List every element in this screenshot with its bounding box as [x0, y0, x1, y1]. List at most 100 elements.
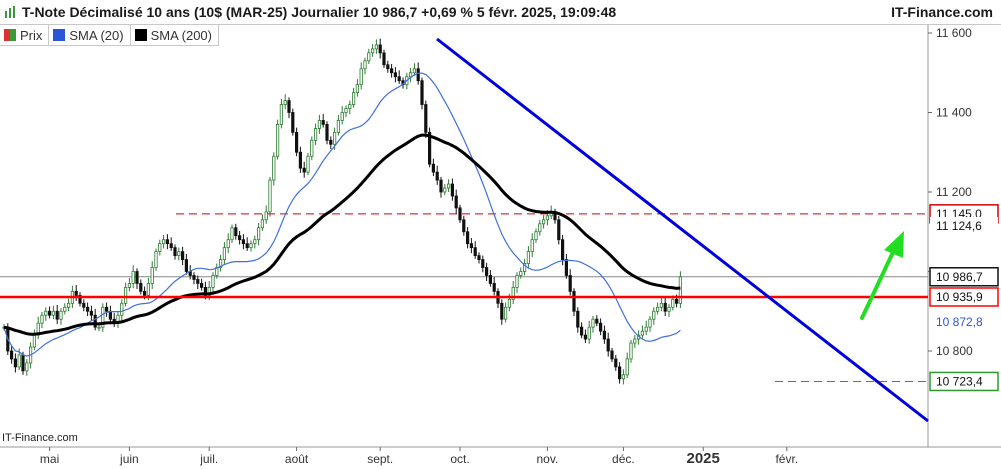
price-tag-last-price: 10 986,7 [929, 267, 999, 287]
arrow-shaft-icon [860, 246, 897, 320]
candle-body [105, 306, 109, 312]
candle-body [51, 310, 56, 316]
sma20-swatch-icon [53, 29, 66, 41]
y-tick-label: 10 800 [936, 344, 973, 358]
candle-body [580, 326, 584, 336]
candle-body [44, 310, 48, 316]
candle-body [378, 44, 382, 54]
candle-body [446, 183, 451, 189]
candle-body [317, 120, 322, 129]
candle-body [336, 120, 341, 133]
candle-body [40, 314, 44, 324]
candle-body [500, 302, 504, 320]
sma200-swatch-icon [134, 29, 147, 41]
candle-body [542, 219, 546, 225]
candle-body [439, 179, 443, 193]
x-tick-label: févr. [775, 452, 798, 466]
candle-body [344, 108, 348, 113]
candle-body [557, 219, 561, 241]
x-tick-label: oct. [450, 452, 469, 466]
x-tick-label: sept. [367, 452, 393, 466]
candle-body [481, 259, 485, 268]
candle-body [370, 48, 375, 54]
arrow-head-icon [884, 231, 904, 258]
candle-body [249, 243, 253, 249]
candle-body [142, 290, 147, 296]
candle-body [431, 163, 436, 173]
candle-body [507, 298, 512, 308]
candle-body [367, 52, 371, 62]
candle-body [340, 112, 344, 121]
candle-body [268, 179, 272, 213]
candle-body [678, 276, 683, 304]
candle-body [192, 275, 196, 280]
candle-body [196, 279, 200, 284]
candle-body [412, 68, 417, 74]
candle-body [606, 338, 610, 352]
candle-body [234, 227, 238, 237]
candle-body [648, 318, 652, 328]
brand-name: IT-Finance.com [891, 4, 993, 20]
candle-body [256, 227, 261, 241]
candle-body [78, 294, 82, 304]
price-tag-solid-red: 10 935,9 [929, 287, 999, 307]
candle-body [561, 239, 565, 260]
candle-body [397, 76, 401, 82]
legend-item-prix[interactable]: Prix [0, 25, 50, 45]
candle-body [652, 310, 656, 320]
y-tick-label: 11 400 [936, 106, 972, 120]
candle-body [389, 68, 394, 74]
candle-body [534, 231, 538, 241]
candle-body [329, 139, 333, 145]
candle-body [89, 310, 93, 316]
candle-body [82, 302, 86, 308]
candle-body [272, 155, 276, 181]
sma20-line [3, 72, 681, 357]
x-tick-label: nov. [537, 452, 559, 466]
legend-item-sma200[interactable]: SMA (200) [131, 25, 218, 45]
candle-body [108, 310, 112, 320]
candle-body [545, 215, 550, 221]
candle-body [386, 64, 390, 70]
candle-body [484, 267, 489, 276]
candle-body [492, 283, 496, 292]
candle-body [173, 247, 177, 256]
chart-title: T-Note Décimalisé 10 ans (10$ (MAR-25) J… [22, 4, 617, 20]
candle-body [602, 330, 607, 340]
candle-body [599, 322, 603, 332]
candle-body [618, 366, 622, 380]
legend-item-sma20[interactable]: SMA (20) [49, 25, 131, 45]
candle-body [230, 227, 234, 241]
candle-body [32, 334, 37, 348]
candle-body [427, 131, 432, 165]
candle-body [538, 223, 542, 233]
candle-body [332, 131, 337, 145]
candle-body [424, 104, 428, 133]
candle-body [180, 251, 185, 260]
y-tick-label: 11 600 [936, 26, 972, 40]
candle-body [511, 286, 515, 300]
candle-body [177, 251, 181, 256]
candle-body [21, 354, 25, 372]
candle-body [614, 358, 618, 368]
candle-body [313, 127, 318, 141]
candle-body [663, 302, 667, 312]
candle-body [207, 286, 211, 296]
candle-body [245, 243, 249, 249]
candle-body [530, 239, 534, 253]
candle-body [568, 275, 572, 292]
candle-body [488, 275, 493, 284]
candle-body [275, 124, 280, 157]
candle-body [241, 239, 245, 245]
candle-body [576, 310, 580, 328]
candle-body [621, 374, 626, 380]
candle-body [237, 235, 242, 241]
legend-label: Prix [20, 27, 43, 43]
candle-body [523, 263, 527, 272]
candle-body [564, 259, 569, 276]
candle-body [625, 358, 629, 376]
candle-body [351, 92, 356, 105]
candle-body [325, 124, 329, 141]
candle-body [146, 283, 150, 296]
